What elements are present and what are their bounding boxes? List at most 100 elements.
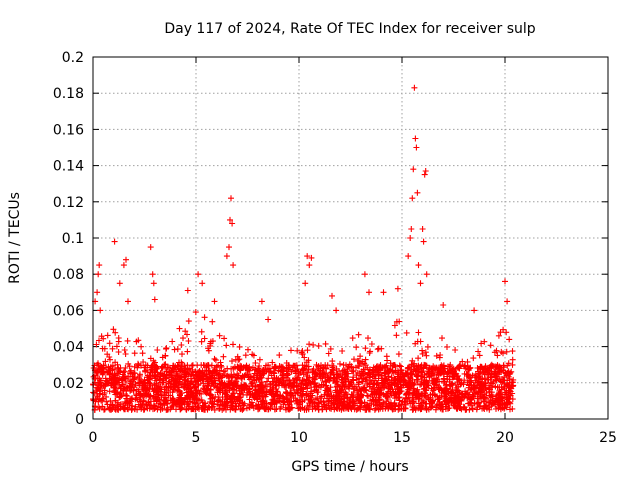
data-point [111,238,118,245]
data-point [509,356,516,363]
data-point [400,376,407,382]
data-point [433,382,440,389]
data-point [230,262,237,269]
data-point [414,373,421,380]
data-point [463,406,470,413]
data-point [135,360,141,367]
data-point [238,376,245,382]
data-point [447,369,454,376]
data-point [110,326,117,333]
data-point [297,392,304,399]
data-point [247,373,254,380]
data-point [362,356,369,363]
data-point [403,329,410,336]
data-point [161,389,168,396]
data-point [98,333,105,340]
data-point [207,391,214,398]
data-point [192,309,199,316]
data-point [367,397,374,404]
data-point [141,364,148,371]
data-point [346,385,353,392]
data-point [185,393,192,400]
data-point [122,351,129,357]
data-point [327,384,334,391]
x-tick-label: 5 [192,430,201,446]
data-point [137,371,143,378]
data-point [146,393,153,400]
data-point [171,398,178,405]
data-point [100,382,107,389]
data-point [334,401,341,408]
data-point [292,367,299,374]
data-point [114,402,121,409]
data-point [391,399,398,406]
data-point [509,348,516,355]
data-point [423,370,430,377]
data-point [329,366,336,373]
data-point [415,262,422,269]
data-point [261,404,268,411]
data-point [350,374,357,381]
data-point [481,391,487,398]
data-point [174,362,181,369]
data-point [283,367,290,374]
data-point [157,376,164,382]
data-point [407,235,414,241]
data-point [444,399,451,406]
data-point [478,395,484,402]
data-point [441,376,448,383]
data-point [374,346,381,353]
data-point [504,400,511,407]
data-point [438,392,445,399]
data-point [147,244,154,251]
data-point [232,400,239,407]
data-point [238,405,245,412]
data-point [485,376,492,383]
data-point [231,395,238,402]
data-point [211,355,218,362]
data-point [97,307,104,314]
data-point [213,384,220,391]
data-point [391,322,398,329]
data-point [329,358,336,365]
data-point [486,367,492,374]
data-point [229,220,236,227]
data-point [244,371,251,378]
y-tick-label: 0.14 [53,159,84,175]
data-point [443,396,450,403]
data-point [464,379,471,386]
data-point [404,365,411,372]
data-point [195,381,202,387]
data-point [441,365,448,372]
data-point [383,383,390,390]
data-point [163,345,170,352]
data-point [151,296,158,303]
data-point [493,405,499,412]
data-point [393,332,400,339]
data-point [285,364,292,371]
data-point [414,338,421,345]
data-point [265,316,272,323]
data-point [456,401,463,408]
data-point [162,353,169,359]
data-point [462,362,469,369]
data-point [135,337,142,344]
data-point [477,381,484,388]
data-point [135,375,142,382]
data-point [211,364,218,371]
data-point [505,382,512,389]
data-point [178,374,185,381]
data-point [251,377,258,384]
data-point [381,378,388,385]
data-point [172,372,179,379]
data-point [475,348,482,355]
data-point [125,360,132,367]
data-point [269,384,276,391]
data-point [227,216,233,223]
data-point [185,386,191,393]
data-point [315,365,322,372]
data-point [390,362,397,369]
data-point [115,349,122,355]
data-point [413,144,420,151]
data-point [144,362,151,369]
